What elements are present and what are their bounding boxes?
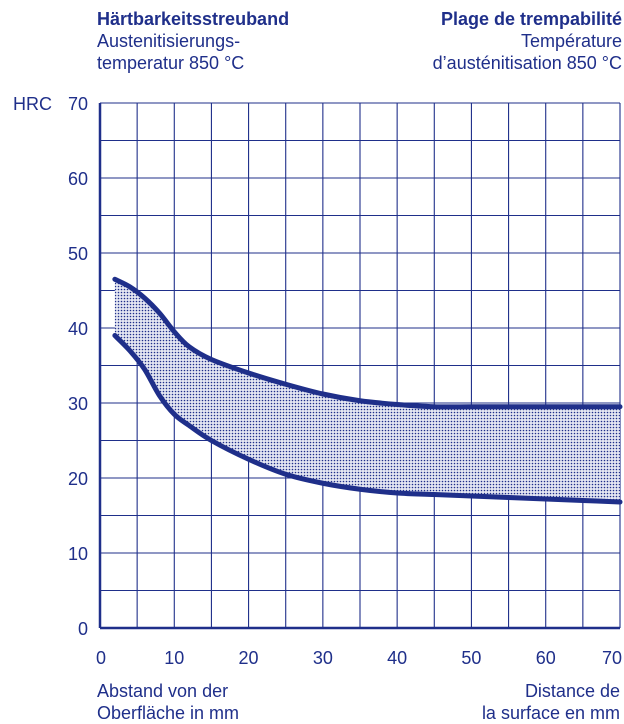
x-tick-label: 20	[239, 648, 259, 668]
y-tick-labels: 0 10 20 30 40 50 60 70	[68, 94, 88, 639]
x-tick-label: 30	[313, 648, 333, 668]
y-tick-label: 50	[68, 244, 88, 264]
x-tick-label: 10	[164, 648, 184, 668]
header-left-line2: temperatur 850 °C	[97, 53, 245, 73]
header-left-line1: Austenitisierungs-	[97, 31, 241, 51]
x-axis-label-left-line1: Abstand von der	[97, 681, 229, 701]
y-axis-label: HRC	[13, 94, 52, 114]
x-tick-label: 0	[96, 648, 106, 668]
header-left-title: Härtbarkeitsstreuband	[97, 9, 290, 29]
y-tick-label: 30	[68, 394, 88, 414]
x-tick-label: 50	[461, 648, 481, 668]
y-tick-label: 40	[68, 319, 88, 339]
header-right-title: Plage de trempabilité	[440, 9, 622, 29]
x-tick-label: 70	[602, 648, 622, 668]
x-axis-label-right-line2: la surface en mm	[481, 703, 620, 723]
y-tick-label: 70	[68, 94, 88, 114]
y-tick-label: 60	[68, 169, 88, 189]
header-left: Härtbarkeitsstreuband Austenitisierungs-…	[97, 8, 289, 74]
x-axis-label-right-line1: Distance de	[524, 681, 620, 701]
x-axis-label-right: Distance de la surface en mm	[482, 680, 620, 724]
x-tick-label: 60	[536, 648, 556, 668]
upper-curve	[112, 276, 623, 410]
hardness-band-area	[114, 279, 620, 502]
x-tick-labels: 0 10 20 30 40 50 60 70	[96, 648, 622, 668]
y-tick-label: 20	[68, 469, 88, 489]
header-right-line1: Température	[520, 31, 622, 51]
lower-curve	[112, 333, 623, 505]
y-tick-label: 0	[78, 619, 88, 639]
x-tick-label: 40	[387, 648, 407, 668]
x-axis-label-left-line2: Oberfläche in mm	[97, 703, 240, 723]
header-right-line2: d’austénitisation 850 °C	[432, 53, 622, 73]
header-right: Plage de trempabilité Température d’aust…	[433, 8, 622, 74]
x-axis-label-left: Abstand von der Oberfläche in mm	[97, 680, 239, 724]
y-tick-label: 10	[68, 544, 88, 564]
